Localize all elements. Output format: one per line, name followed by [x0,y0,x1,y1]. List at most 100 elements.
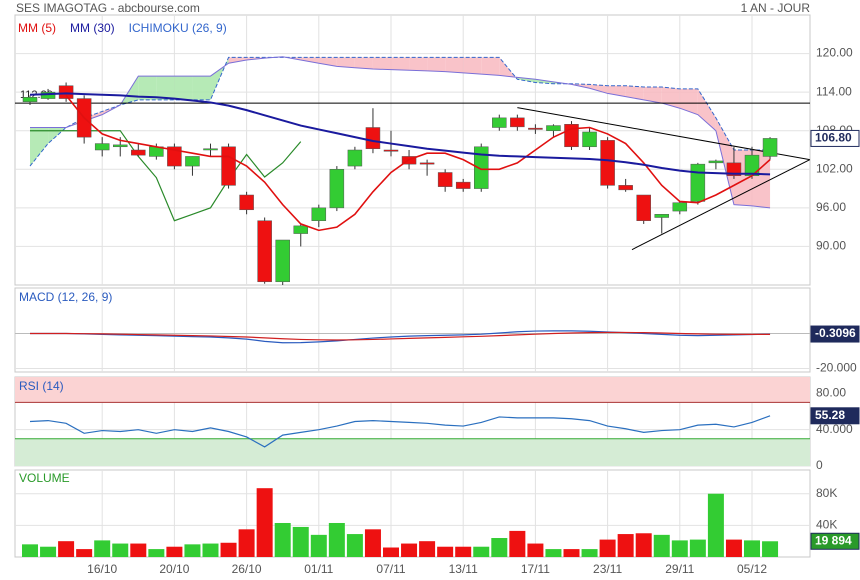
ichimoku-cloud [625,85,644,100]
legend-entry: MM (30) [70,21,115,35]
volume-bar [491,538,508,557]
volume-bar [653,534,670,557]
oversold-band [15,438,810,466]
volume-bar [419,541,436,557]
panel-title: VOLUME [19,471,70,485]
volume-bar [383,547,399,557]
candle-body [383,149,399,152]
indicator-line [30,330,771,344]
candle-body [239,194,254,211]
volume-bar [762,541,779,557]
volume-bar [292,526,309,557]
ichimoku-cloud [409,57,428,71]
volume-bar [509,530,526,557]
candle-body [528,127,543,130]
y-tick-label: 80.00 [816,386,846,400]
last-value-label: 106.80 [815,131,852,145]
volume-bar [581,549,598,557]
volume-bar [220,542,237,557]
volume-bar [364,529,381,557]
volume-bar [527,543,544,557]
candle-body [94,143,110,151]
candle-body [131,149,146,156]
volume-bar [689,539,706,557]
ichimoku-cloud [138,76,157,100]
overbought-band [15,377,810,403]
ichimoku-cloud [354,57,373,69]
volume-bar [346,534,363,557]
candle-body [510,117,525,128]
span-b-line [30,56,771,209]
y-tick-label: 0 [816,458,823,472]
ichimoku-cloud [318,57,337,67]
candle-body [113,144,128,148]
ichimoku-cloud [427,57,446,72]
volume-bar [256,488,273,557]
volume-bar [94,540,111,557]
volume-bar [328,522,345,557]
candle-body [455,181,471,189]
volume-bar [112,543,129,557]
candle-body [311,207,327,221]
candle-body [419,162,435,165]
y-tick-label: 40K [816,518,837,532]
ichimoku-cloud [589,84,608,94]
x-tick-label: 01/11 [304,562,333,576]
candle-body [672,202,688,212]
volume-bar [744,540,760,557]
volume-bar [635,533,652,557]
candle-body [40,91,56,99]
x-tick-label: 13/11 [449,562,478,576]
x-tick-label: 16/10 [87,562,117,576]
indicator-line [29,415,771,448]
x-tick-label: 26/10 [232,562,262,576]
volume-bar [310,534,327,557]
ichimoku-cloud [697,88,716,131]
volume-bar [725,539,742,557]
candle-body [744,154,760,176]
candle-body [167,146,182,167]
moving-average-line [65,94,771,232]
candle-body [329,169,345,209]
panel-title: MACD (12, 26, 9) [19,290,112,304]
candle-body [762,138,778,157]
y-tick-label: 102.00 [816,161,853,175]
last-value-label: 55.28 [815,408,845,422]
candle-body [185,156,200,167]
last-value-tag [810,129,860,147]
lagging-line [30,130,302,222]
x-tick-label: 23/11 [593,562,622,576]
candle-body [293,225,308,234]
candle-body [726,162,742,176]
ichimoku-cloud [174,76,193,100]
y-tick-label: 120.00 [816,46,853,60]
indicator-line [30,331,771,341]
candle-body [22,97,38,103]
volume-bar [130,543,147,557]
panel-frame [14,287,811,373]
candle-body [492,117,507,128]
candle-body [654,214,669,218]
ichimoku-cloud [156,76,175,100]
last-value-tag [810,407,860,425]
candle-body [636,194,651,221]
candle-body [600,140,615,186]
ichimoku-cloud [336,57,355,68]
candle-body [365,127,381,149]
ichimoku-cloud [445,57,464,73]
volume-bar [545,549,562,557]
candle-body [203,148,218,151]
x-tick-label: 29/11 [665,562,694,576]
y-tick-label: 90.00 [816,239,846,253]
volume-bar [274,522,291,557]
volume-bar [22,544,38,557]
ichimoku-cloud [228,57,247,64]
volume-bar [599,539,616,557]
candle-body [275,239,290,283]
candle-body [690,163,706,202]
volume-bar [238,529,255,557]
ichimoku-cloud [48,127,67,144]
candle-body [618,185,633,191]
volume-bar [184,544,201,557]
y-tick-label: -20.000 [816,361,857,375]
